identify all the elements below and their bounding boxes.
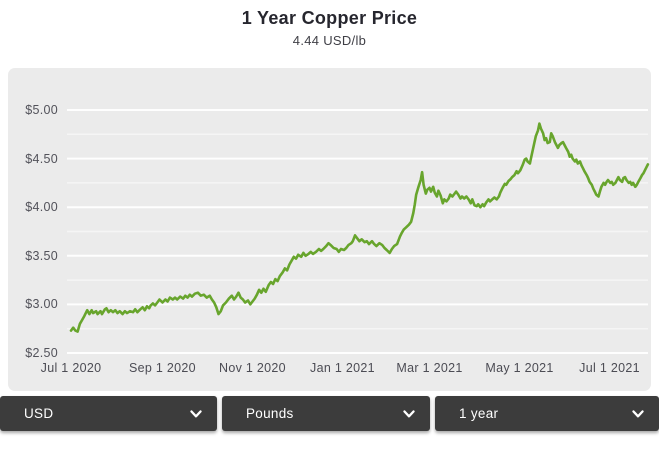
chevron-down-icon: [403, 409, 415, 417]
time-range-select[interactable]: 1 year: [435, 396, 659, 431]
current-price: 4.44 USD/lb: [292, 33, 367, 48]
currency-select[interactable]: USD: [0, 396, 217, 431]
page-title: 1 Year Copper Price: [241, 8, 418, 28]
x-axis-label: Jul 1 2021: [579, 361, 640, 375]
price-series-line: [69, 122, 650, 333]
chevron-down-icon: [190, 409, 202, 417]
x-axis-label: Jan 1 2021: [310, 361, 375, 375]
y-axis-label: $4.00: [25, 200, 58, 215]
x-axis-label: Jul 1 2020: [40, 361, 102, 375]
y-axis-label: $5.00: [25, 103, 58, 117]
y-axis-label: $3.50: [25, 248, 58, 263]
chevron-down-icon: [632, 409, 644, 417]
x-axis-label: May 1 2021: [485, 361, 554, 375]
y-axis-label: $3.00: [25, 297, 58, 312]
y-axis-label: $2.50: [25, 346, 58, 360]
chart-header: 1 Year Copper Price 4.44 USD/lb: [0, 0, 659, 48]
chart-controls: USD Pounds 1 year: [0, 396, 659, 431]
unit-select-value: Pounds: [246, 406, 294, 421]
currency-select-value: USD: [24, 406, 54, 421]
y-axis-label: $4.50: [25, 151, 58, 166]
x-axis-label: Sep 1 2020: [128, 361, 196, 375]
x-axis-label: Mar 1 2021: [396, 361, 463, 375]
price-line-chart: [67, 109, 650, 354]
x-axis-label: Nov 1 2020: [219, 361, 286, 375]
unit-select[interactable]: Pounds: [222, 396, 430, 431]
price-chart-card: $5.00 $4.50 $4.00 $3.50 $3.00 $2.50 Jul 1 202…: [8, 68, 651, 391]
time-range-select-value: 1 year: [459, 406, 499, 421]
